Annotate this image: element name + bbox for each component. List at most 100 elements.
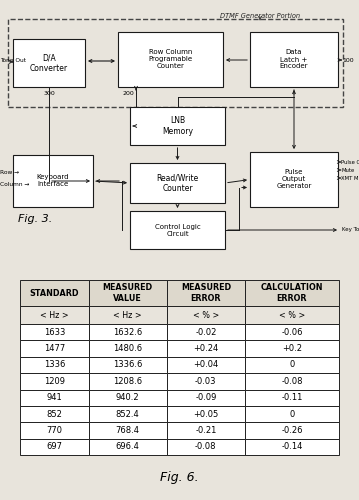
Bar (167, 357, 245, 373)
Text: 1633: 1633 (43, 328, 65, 336)
Bar (20, 357, 89, 373)
Text: 1209: 1209 (44, 377, 65, 386)
Bar (245, 390, 339, 406)
Bar (167, 280, 245, 306)
Text: Pulse Out: Pulse Out (341, 160, 359, 164)
Bar (20, 280, 89, 306)
Text: 1336: 1336 (43, 360, 65, 370)
Bar (250, 152, 338, 207)
Text: 0: 0 (289, 410, 295, 418)
Text: Read/Write
Counter: Read/Write Counter (157, 174, 199, 193)
Bar (89, 324, 167, 340)
Text: Fig. 3.: Fig. 3. (18, 214, 52, 224)
Text: -0.14: -0.14 (281, 442, 303, 452)
Text: -0.11: -0.11 (281, 393, 303, 402)
Bar (167, 406, 245, 422)
Text: -0.21: -0.21 (195, 426, 216, 435)
Text: Key Tone: Key Tone (342, 228, 359, 232)
Bar (89, 280, 167, 306)
Text: XMT Mute: XMT Mute (341, 176, 359, 180)
Bar (167, 306, 245, 324)
Bar (245, 324, 339, 340)
Bar (167, 438, 245, 455)
Bar (245, 306, 339, 324)
Text: < Hz >: < Hz > (113, 310, 142, 320)
Text: Pulse
Output
Generator: Pulse Output Generator (276, 170, 312, 190)
Text: CALCULATION
ERROR: CALCULATION ERROR (261, 284, 323, 302)
Text: 1632.6: 1632.6 (113, 328, 142, 336)
Bar (250, 32, 338, 87)
Bar (167, 373, 245, 390)
Text: -0.02: -0.02 (195, 328, 216, 336)
Bar (89, 373, 167, 390)
Bar (118, 32, 223, 87)
Text: D/A
Converter: D/A Converter (30, 54, 68, 72)
Text: Data
Latch +
Encoder: Data Latch + Encoder (280, 50, 308, 70)
Bar (245, 406, 339, 422)
Text: Tone Out: Tone Out (0, 58, 26, 62)
Text: 1477: 1477 (44, 344, 65, 353)
Bar (20, 373, 89, 390)
Text: 1336.6: 1336.6 (113, 360, 143, 370)
Bar (20, 324, 89, 340)
Text: +0.05: +0.05 (193, 410, 218, 418)
Bar (20, 422, 89, 438)
Text: < Hz >: < Hz > (40, 310, 69, 320)
Bar (245, 373, 339, 390)
Text: 770: 770 (46, 426, 62, 435)
Bar (130, 163, 225, 203)
Text: Control Logic
Circuit: Control Logic Circuit (155, 224, 200, 236)
Bar (20, 306, 89, 324)
Bar (89, 340, 167, 357)
Text: MEASURED
ERROR: MEASURED ERROR (181, 284, 231, 302)
Text: Row Column
Programable
Counter: Row Column Programable Counter (148, 50, 192, 70)
Bar (89, 406, 167, 422)
Bar (130, 107, 225, 145)
Bar (8, 19, 343, 107)
Bar (245, 280, 339, 306)
Bar (20, 340, 89, 357)
Text: < % >: < % > (193, 310, 219, 320)
Bar (20, 438, 89, 455)
Text: -0.09: -0.09 (195, 393, 216, 402)
Text: Row →: Row → (0, 170, 19, 175)
Text: 696.4: 696.4 (116, 442, 140, 452)
Bar (245, 340, 339, 357)
Text: -0.03: -0.03 (195, 377, 216, 386)
Text: 1208.6: 1208.6 (113, 377, 142, 386)
Bar (20, 406, 89, 422)
Text: +0.2: +0.2 (282, 344, 302, 353)
Bar (13, 155, 93, 207)
Bar (89, 390, 167, 406)
Bar (167, 390, 245, 406)
Text: 200: 200 (122, 91, 134, 96)
Text: +0.04: +0.04 (193, 360, 218, 370)
Text: Mute: Mute (341, 168, 354, 172)
Text: < % >: < % > (279, 310, 305, 320)
Text: MEASURED
VALUE: MEASURED VALUE (103, 284, 153, 302)
Text: DTMF Generator Portion: DTMF Generator Portion (220, 13, 300, 19)
Text: +0.24: +0.24 (193, 344, 218, 353)
Text: -0.26: -0.26 (281, 426, 303, 435)
Text: 0: 0 (289, 360, 295, 370)
Bar (245, 422, 339, 438)
Text: 852: 852 (46, 410, 62, 418)
Text: Column →: Column → (0, 182, 29, 188)
Text: 940.2: 940.2 (116, 393, 140, 402)
Bar (89, 422, 167, 438)
Text: STANDARD: STANDARD (29, 288, 79, 298)
Bar (89, 438, 167, 455)
Text: 852.4: 852.4 (116, 410, 140, 418)
Bar (245, 438, 339, 455)
Text: Keyboard
Interface: Keyboard Interface (37, 174, 69, 188)
Text: 768.4: 768.4 (116, 426, 140, 435)
Text: 697: 697 (46, 442, 62, 452)
Text: 1480.6: 1480.6 (113, 344, 142, 353)
Text: 300: 300 (43, 91, 55, 96)
Bar (167, 340, 245, 357)
Bar (20, 390, 89, 406)
Text: 100: 100 (342, 58, 354, 62)
Bar (130, 211, 225, 249)
Text: LNB
Memory: LNB Memory (162, 116, 193, 136)
Bar (245, 357, 339, 373)
